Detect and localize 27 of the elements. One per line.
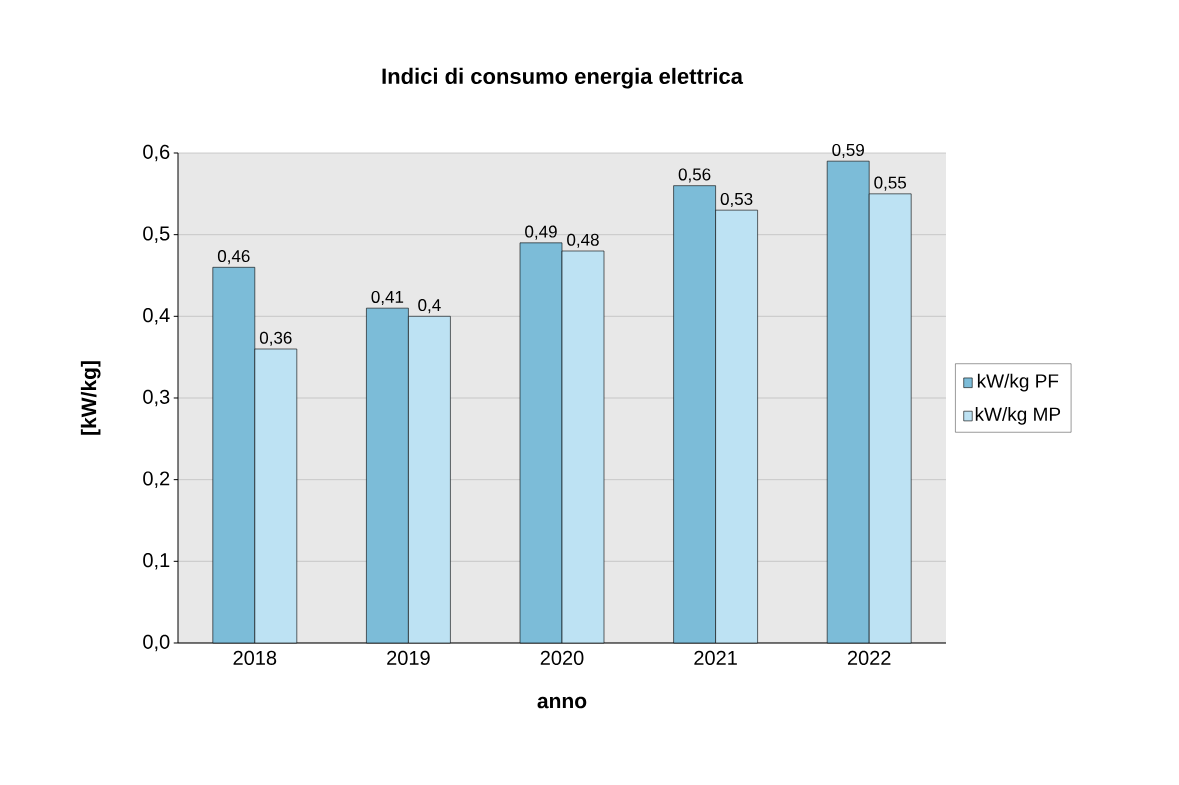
- data-label: 0,46: [217, 250, 250, 265]
- y-tick-label: 0,1: [143, 553, 170, 570]
- legend-label: kW/kg PF: [977, 373, 1059, 392]
- y-tick-label: 0,5: [143, 226, 170, 243]
- legend-label: kW/kg MP: [975, 406, 1061, 425]
- x-axis-title: anno: [537, 696, 587, 709]
- data-label: 0,56: [678, 168, 711, 183]
- x-tick-label: 2020: [540, 650, 584, 665]
- data-label: 0,36: [259, 331, 292, 346]
- y-tick-label: 0,6: [143, 144, 170, 162]
- data-label: 0,4: [418, 299, 441, 314]
- y-tick-label: 0,4: [143, 308, 170, 325]
- data-label: 0,53: [720, 192, 753, 207]
- data-label: 0,49: [525, 225, 557, 240]
- chart-title: Indici di consumo energia elettrica: [382, 67, 744, 89]
- x-tick-label: 2019: [387, 650, 430, 665]
- data-label: 0,41: [371, 290, 404, 305]
- y-tick-label: 0,0: [143, 634, 170, 652]
- data-label: 0,48: [567, 233, 599, 248]
- data-label: 0,55: [874, 176, 907, 191]
- x-tick-label: 2022: [847, 650, 891, 665]
- y-axis-title: [kW/kg]: [80, 361, 101, 435]
- data-label: 0,59: [832, 143, 864, 158]
- y-tick-label: 0,3: [143, 389, 170, 407]
- x-tick-label: 2018: [233, 650, 277, 665]
- y-tick-label: 0,2: [143, 471, 170, 488]
- x-tick-label: 2021: [694, 650, 737, 665]
